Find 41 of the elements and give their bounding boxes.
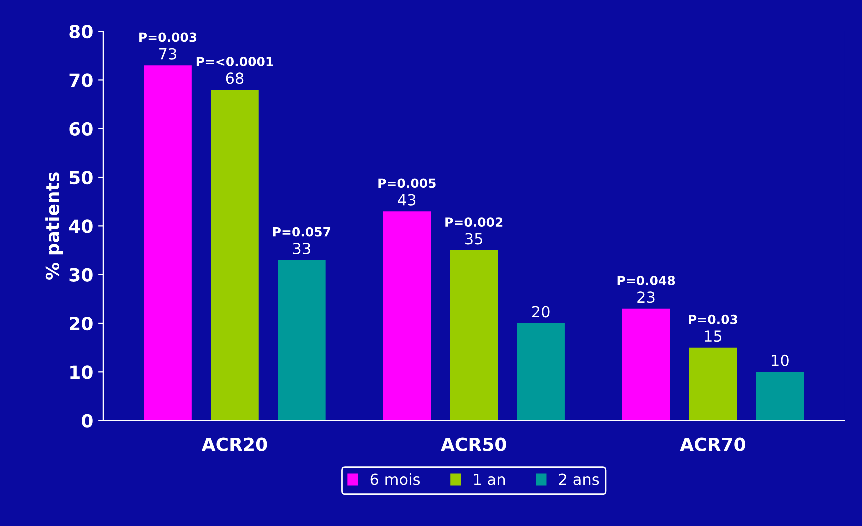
y-tick-label: 20 [70,316,93,331]
y-tick-label: 80 [70,25,93,39]
legend-label: 1 an [474,474,506,486]
legend-label: 6 mois [370,473,420,486]
data-label: 15 [705,330,722,342]
y-tick-label: 0 [82,414,93,428]
annotation: P=0.002 [446,218,503,228]
bar [278,260,326,421]
data-label: 10 [772,354,789,366]
bar [756,372,804,421]
annotation: P=0.048 [618,276,676,286]
data-label: 23 [638,292,655,304]
annotation: P=0.057 [273,227,331,237]
y-tick-label: 10 [70,366,93,380]
bar [622,308,670,421]
bar [689,348,738,421]
bar [517,323,565,421]
data-label: 43 [398,194,416,206]
bar [450,250,498,421]
y-axis-title: % patients [46,172,64,280]
annotation: P=<0.0001 [196,57,274,67]
data-label: 35 [466,233,482,245]
y-tick-label: 40 [69,220,93,234]
y-tick-label: 70 [70,74,93,88]
annotation: P=0.003 [140,32,197,42]
x-tick-label: ACR70 [680,438,746,452]
bar [383,212,432,421]
bar [211,90,259,421]
legend-label: 2 ans [559,474,600,486]
y-tick-label: 30 [70,268,93,282]
data-label: 73 [160,48,176,60]
annotation: P=0.03 [689,314,738,324]
y-tick-label: 50 [70,170,93,185]
annotation: P=0.005 [378,178,436,188]
data-label: 68 [226,72,244,84]
x-tick-label: ACR50 [441,438,506,452]
bar [144,66,192,421]
data-label: 33 [293,242,310,254]
data-label: 20 [532,306,550,318]
y-tick-label: 60 [70,122,93,136]
x-tick-label: ACR20 [202,438,268,452]
